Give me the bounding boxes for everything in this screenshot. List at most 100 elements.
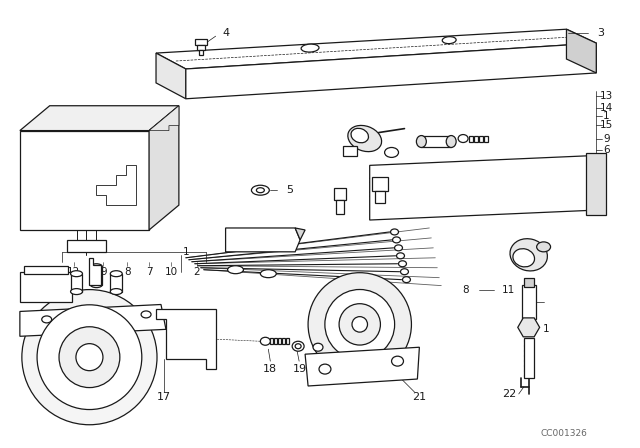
Ellipse shape — [403, 277, 410, 283]
Text: 1: 1 — [603, 111, 609, 121]
Bar — [282, 338, 285, 344]
Bar — [199, 50, 203, 55]
Text: 3: 3 — [596, 28, 604, 38]
Ellipse shape — [351, 128, 369, 143]
Ellipse shape — [392, 356, 403, 366]
Polygon shape — [566, 29, 596, 73]
Polygon shape — [156, 29, 596, 69]
Ellipse shape — [252, 185, 269, 195]
Ellipse shape — [537, 242, 550, 252]
Text: 6: 6 — [603, 146, 609, 155]
Ellipse shape — [390, 229, 399, 235]
Text: 8: 8 — [124, 267, 131, 277]
Text: 15: 15 — [600, 120, 613, 129]
Polygon shape — [20, 305, 166, 336]
Text: 12: 12 — [67, 267, 80, 277]
Polygon shape — [20, 130, 149, 230]
Ellipse shape — [313, 343, 323, 351]
Ellipse shape — [401, 269, 408, 275]
Bar — [278, 338, 281, 344]
Bar — [270, 338, 273, 344]
Ellipse shape — [510, 239, 547, 271]
Text: 9: 9 — [100, 267, 107, 277]
Text: 4: 4 — [222, 28, 229, 38]
Bar — [421, 136, 451, 147]
Ellipse shape — [228, 266, 243, 274]
Polygon shape — [518, 318, 540, 337]
Bar — [90, 267, 102, 284]
Ellipse shape — [110, 271, 122, 277]
Text: 9: 9 — [603, 134, 609, 143]
Ellipse shape — [70, 289, 83, 294]
Polygon shape — [586, 154, 606, 215]
Text: 1: 1 — [183, 247, 189, 257]
Polygon shape — [225, 228, 300, 252]
Bar — [343, 146, 356, 156]
Ellipse shape — [385, 147, 399, 157]
Text: 2: 2 — [193, 267, 200, 277]
Text: 1: 1 — [543, 324, 550, 334]
Bar — [336, 200, 344, 214]
Ellipse shape — [22, 289, 157, 425]
Bar — [469, 136, 473, 142]
Ellipse shape — [260, 270, 276, 278]
Ellipse shape — [292, 341, 304, 351]
Text: CC001326: CC001326 — [540, 429, 587, 438]
Bar — [20, 271, 72, 302]
Ellipse shape — [260, 337, 270, 345]
Polygon shape — [370, 155, 596, 220]
Ellipse shape — [308, 273, 412, 376]
Polygon shape — [156, 53, 186, 99]
Ellipse shape — [110, 289, 122, 294]
Text: 8: 8 — [463, 284, 469, 295]
Ellipse shape — [319, 364, 331, 374]
Bar — [67, 240, 106, 252]
Ellipse shape — [295, 344, 301, 349]
Ellipse shape — [513, 249, 534, 267]
Ellipse shape — [90, 282, 102, 288]
Text: 18: 18 — [263, 364, 277, 374]
Ellipse shape — [301, 44, 319, 52]
Polygon shape — [20, 106, 179, 130]
Text: 13: 13 — [600, 91, 613, 101]
Text: 19: 19 — [293, 364, 307, 374]
Ellipse shape — [348, 125, 381, 151]
Polygon shape — [305, 347, 419, 386]
Ellipse shape — [446, 136, 456, 147]
Polygon shape — [149, 106, 179, 130]
Ellipse shape — [399, 261, 406, 267]
Bar — [374, 191, 385, 203]
Polygon shape — [90, 258, 101, 284]
Ellipse shape — [394, 245, 403, 251]
Bar — [70, 274, 83, 292]
Bar — [372, 177, 388, 191]
Bar — [286, 338, 289, 344]
Ellipse shape — [458, 134, 468, 142]
Bar — [334, 188, 346, 200]
Ellipse shape — [257, 188, 264, 193]
Text: 17: 17 — [157, 392, 171, 402]
Ellipse shape — [37, 305, 142, 409]
Text: 5: 5 — [287, 185, 294, 195]
Text: 11: 11 — [502, 284, 515, 295]
Bar — [522, 284, 536, 319]
Text: 20: 20 — [313, 364, 327, 374]
Polygon shape — [156, 310, 216, 369]
Ellipse shape — [70, 271, 83, 277]
Polygon shape — [295, 228, 305, 240]
Text: 16: 16 — [127, 392, 141, 402]
Text: 22: 22 — [502, 389, 516, 399]
Text: 10: 10 — [164, 267, 177, 277]
Bar — [524, 278, 534, 287]
Text: 21: 21 — [412, 392, 426, 402]
Ellipse shape — [392, 237, 401, 243]
Ellipse shape — [325, 289, 395, 359]
Ellipse shape — [417, 136, 426, 147]
Bar — [196, 45, 205, 50]
Ellipse shape — [141, 311, 151, 318]
Bar — [524, 338, 534, 378]
Bar — [110, 274, 122, 292]
Polygon shape — [186, 43, 596, 99]
Bar — [195, 39, 207, 45]
Text: 7: 7 — [146, 267, 152, 277]
